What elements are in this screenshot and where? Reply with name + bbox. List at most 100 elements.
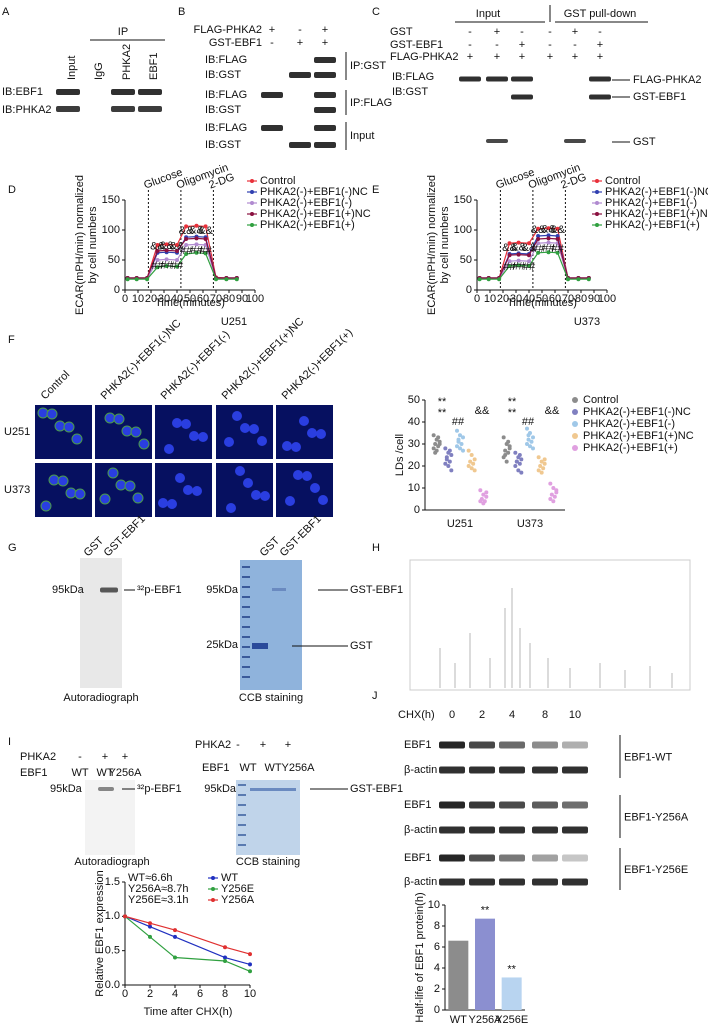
marker-label: 95kDa (204, 783, 237, 795)
data-point (431, 433, 436, 438)
legend-label: WT (221, 872, 238, 884)
sign: + (322, 37, 328, 49)
data-point (203, 251, 208, 256)
spectrum-frame (409, 559, 691, 691)
sign: - (270, 37, 274, 49)
annotation: && (541, 223, 556, 235)
data-point (525, 426, 529, 431)
blot-band (532, 878, 558, 886)
y-tick-label: 0.5 (105, 945, 120, 957)
legend-marker (250, 212, 254, 216)
data-point (446, 464, 451, 468)
panel-label: A (2, 6, 10, 18)
sign: - (573, 39, 577, 51)
blot-band (469, 766, 495, 774)
y-axis-label: ECAR(mPH/min) normalized (74, 175, 86, 315)
nucleus (198, 432, 208, 442)
row-label: IB:FLAG (205, 122, 247, 134)
data-point (546, 240, 551, 245)
y-axis-label: LDs /cell (394, 434, 406, 476)
nucleus (235, 466, 245, 476)
nucleus (132, 492, 144, 504)
data-point (586, 277, 591, 282)
group-label: IP:GST (350, 60, 386, 72)
blot-band (562, 766, 588, 774)
data-point (525, 442, 529, 446)
data-point (528, 444, 532, 449)
sign: + (597, 39, 603, 51)
row-label: EBF1 (404, 852, 432, 864)
caption: CCB staining (239, 692, 303, 704)
band-label: GST-EBF1 (350, 783, 403, 795)
sign: - (520, 26, 524, 38)
ladder-band (242, 626, 250, 628)
data-point (526, 437, 531, 442)
blot-band (314, 57, 336, 63)
annotation: ** (508, 396, 517, 408)
x-tick-label: 2 (147, 988, 153, 1000)
row-label: IB:GST (205, 69, 241, 81)
legend-marker (595, 190, 599, 194)
time-label: 8 (542, 709, 548, 721)
data-point (248, 952, 252, 957)
x-tick-label: 100 (246, 293, 264, 305)
y-axis-label: by cell numbers (439, 206, 451, 284)
nucleus (224, 437, 234, 447)
x-tick-label: 80 (575, 293, 587, 305)
data-point (433, 442, 438, 446)
y-axis-label: Relative EBF1 expression (94, 870, 106, 997)
y-tick-label: 100 (454, 224, 472, 236)
data-point (527, 241, 531, 246)
data-point (469, 466, 474, 471)
nucleus (189, 431, 199, 441)
band-label: GST-EBF1 (633, 91, 686, 103)
annotation: ## (180, 245, 193, 257)
ladder-band (242, 586, 250, 588)
blot-band (439, 741, 465, 749)
nucleus (192, 486, 202, 496)
data-point (481, 492, 486, 497)
ladder-band (242, 676, 250, 678)
data-point (478, 499, 483, 504)
data-point (501, 435, 506, 440)
ladder-band (242, 566, 250, 568)
band-label: ³²p-EBF1 (137, 783, 182, 795)
bar (448, 940, 469, 1010)
annotation: ** (507, 963, 516, 975)
data-point (507, 264, 512, 268)
data-point (555, 226, 560, 231)
row-label: IB:FLAG (205, 54, 247, 66)
data-point (555, 237, 560, 241)
ladder-band (242, 666, 250, 668)
gel (240, 560, 302, 690)
blot-band (499, 826, 525, 834)
legend-label: PHKA2(-)+EBF1(-)NC (583, 406, 691, 418)
data-point (184, 224, 189, 229)
half-life-label: Y256E≈3.1h (128, 894, 188, 906)
nucleus (48, 474, 60, 486)
band-label: ³²p-EBF1 (137, 584, 182, 596)
y-tick-label: 6 (434, 941, 440, 953)
y-tick-label: 1.0 (105, 910, 120, 922)
panel-label: G (8, 542, 17, 554)
row-label: β-actin (404, 824, 437, 836)
legend-label: PHKA2(-)+EBF1(+) (605, 219, 700, 231)
annotation: ** (438, 396, 447, 408)
lane-label: WT (96, 767, 113, 779)
data-point (554, 488, 559, 493)
annotation: ## (522, 416, 535, 428)
row-label: EBF1 (404, 739, 432, 751)
micrograph (155, 405, 212, 459)
marker-label: 95kDa (52, 584, 85, 596)
data-point (536, 234, 541, 238)
data-point (125, 277, 130, 282)
sign: + (519, 51, 525, 63)
data-point (437, 442, 442, 446)
data-point (173, 934, 177, 939)
ladder-band (238, 834, 246, 836)
ladder-band (242, 646, 250, 648)
legend-marker (595, 179, 599, 183)
data-point (173, 955, 177, 960)
ladder-band (238, 784, 246, 786)
blot-band (469, 801, 495, 809)
